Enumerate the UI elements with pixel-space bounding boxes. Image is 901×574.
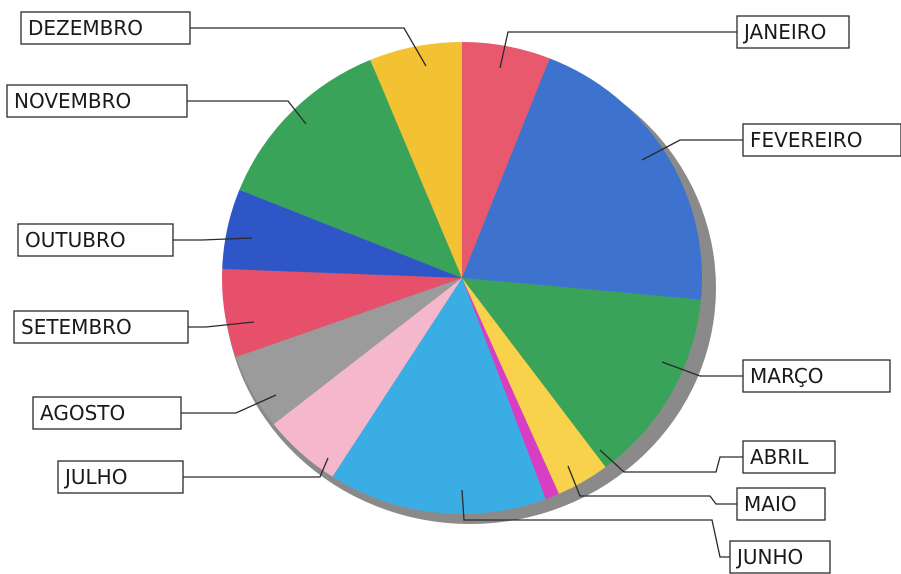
pie-slice-abril bbox=[462, 278, 606, 494]
slice-label-novembro: NOVEMBRO bbox=[6, 84, 188, 118]
label-text: JANEIRO bbox=[742, 20, 826, 44]
leader-line-fevereiro bbox=[641, 139, 743, 161]
leader-lines bbox=[173, 27, 743, 558]
leader-line-marco bbox=[661, 361, 743, 377]
slice-label-fevereiro: FEVEREIRO bbox=[742, 123, 901, 157]
slice-label-marco: MARÇO bbox=[742, 359, 891, 393]
label-text: FEVEREIRO bbox=[750, 128, 863, 152]
label-box bbox=[736, 487, 826, 521]
pie-slice-dezembro bbox=[370, 42, 462, 278]
leader-line-agosto bbox=[181, 394, 277, 414]
label-text: SETEMBRO bbox=[21, 315, 132, 339]
slice-labels: JANEIRO FEVEREIRO MARÇO ABRIL MAIO JUNHO JULHO… bbox=[6, 11, 901, 574]
leader-line-maio bbox=[567, 465, 737, 505]
slice-label-maio: MAIO bbox=[736, 487, 826, 521]
slice-label-janeiro: JANEIRO bbox=[736, 15, 850, 49]
label-text: MARÇO bbox=[750, 364, 824, 388]
label-text: JULHO bbox=[63, 465, 127, 489]
label-box bbox=[742, 359, 891, 393]
leader-line-junho bbox=[461, 489, 730, 558]
pie-slice-julho bbox=[273, 278, 462, 477]
pie-slices bbox=[222, 42, 702, 515]
pie-slice-novembro bbox=[239, 59, 462, 279]
label-text: OUTUBRO bbox=[25, 228, 126, 252]
slice-label-outubro: OUTUBRO bbox=[17, 223, 174, 257]
slice-label-junho: JUNHO bbox=[729, 540, 831, 574]
label-box bbox=[32, 396, 182, 430]
label-box bbox=[736, 15, 850, 49]
label-box bbox=[6, 84, 188, 118]
slice-label-abril: ABRIL bbox=[742, 440, 836, 474]
label-box bbox=[20, 11, 191, 45]
leader-line-janeiro bbox=[499, 31, 737, 69]
slice-label-julho: JULHO bbox=[57, 460, 184, 494]
label-box bbox=[729, 540, 831, 574]
leader-line-julho bbox=[183, 457, 329, 478]
label-text: AGOSTO bbox=[40, 401, 125, 425]
leader-line-abril bbox=[599, 449, 743, 473]
label-box bbox=[742, 123, 901, 157]
slice-label-agosto: AGOSTO bbox=[32, 396, 182, 430]
pie-slice-marco bbox=[462, 278, 701, 468]
pie-slice-outubro bbox=[222, 189, 462, 278]
pie-slice-maio bbox=[462, 278, 559, 500]
label-box bbox=[17, 223, 174, 257]
leader-line-setembro bbox=[188, 321, 255, 328]
label-box bbox=[742, 440, 836, 474]
slice-label-setembro: SETEMBRO bbox=[13, 310, 189, 344]
label-box bbox=[57, 460, 184, 494]
leader-line-dezembro bbox=[190, 27, 427, 67]
leader-line-novembro bbox=[187, 100, 307, 125]
pie-slice-agosto bbox=[235, 278, 462, 425]
label-text: JUNHO bbox=[735, 545, 803, 569]
label-text: ABRIL bbox=[750, 445, 809, 469]
pie-slice-janeiro bbox=[462, 42, 550, 278]
pie-slice-junho bbox=[332, 278, 546, 515]
label-text: MAIO bbox=[744, 492, 797, 516]
pie-slice-setembro bbox=[222, 268, 462, 358]
leader-line-outubro bbox=[173, 237, 253, 241]
label-text: NOVEMBRO bbox=[14, 89, 131, 113]
slice-label-dezembro: DEZEMBRO bbox=[20, 11, 191, 45]
label-text: DEZEMBRO bbox=[28, 16, 143, 40]
label-box bbox=[13, 310, 189, 344]
pie-slice-fevereiro bbox=[462, 58, 702, 300]
